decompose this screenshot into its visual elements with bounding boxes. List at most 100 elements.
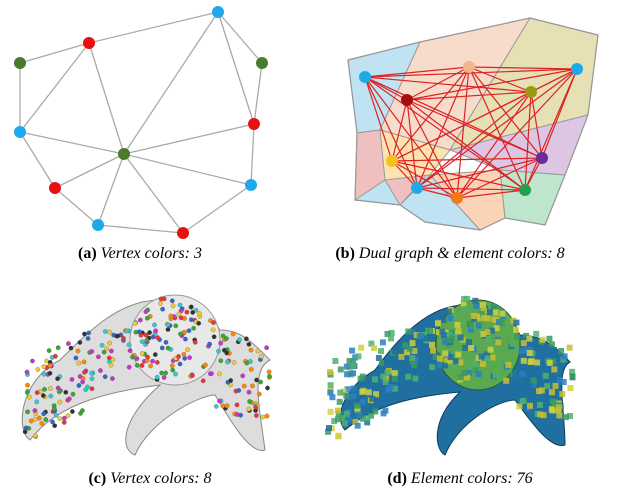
vertex-dot	[189, 305, 193, 309]
vertex-dot	[62, 420, 66, 424]
element-patch	[384, 359, 390, 365]
vertex	[248, 118, 260, 130]
element-patch	[540, 337, 546, 343]
element-patch	[402, 342, 408, 348]
caption: (d)Element colors: 76	[387, 470, 532, 488]
element-patch	[326, 425, 332, 431]
vertex-dot	[170, 363, 174, 367]
vertex-dot	[35, 400, 39, 404]
vertex-dot	[42, 372, 46, 376]
element-patch	[485, 336, 491, 342]
edge	[124, 124, 254, 154]
vertex-dot	[187, 329, 191, 333]
vertex-dot	[247, 342, 251, 346]
vertex-dot	[55, 377, 59, 381]
vertex	[14, 57, 26, 69]
element-patch	[503, 378, 509, 384]
vertex-dot	[267, 370, 271, 374]
vertex-dot	[100, 343, 104, 347]
vertex-dot	[185, 310, 189, 314]
element-patch	[332, 358, 338, 364]
element-patch	[456, 328, 462, 334]
vertex-dot	[135, 363, 139, 367]
vertex-dot	[225, 404, 229, 408]
vertex-dot	[182, 330, 186, 334]
vertex-dot	[155, 360, 159, 364]
vertex-dot	[29, 419, 33, 423]
element-patch	[427, 328, 433, 334]
vertex-dot	[247, 407, 251, 411]
vertex-dot	[40, 421, 44, 425]
element-patch	[424, 335, 430, 341]
vertex-dot	[150, 359, 154, 363]
element-patch	[521, 358, 527, 364]
vertex-dot	[127, 343, 131, 347]
element-patch	[458, 335, 464, 341]
vertex-dot	[145, 316, 149, 320]
element-patch	[380, 339, 386, 345]
vertex-dot	[148, 364, 152, 368]
vertex-dot	[58, 417, 62, 421]
vertex-dot	[48, 386, 52, 390]
element-patch	[335, 408, 341, 414]
vertex-dot	[159, 297, 163, 301]
vertex-dot	[259, 354, 263, 358]
vertex-dot	[53, 424, 57, 428]
vertex	[49, 182, 61, 194]
vertex-dot	[80, 408, 84, 412]
vertex-dot	[52, 404, 56, 408]
vertex-dot	[56, 346, 60, 350]
caption-label: (a)	[78, 245, 97, 262]
vertex-dot	[189, 318, 193, 322]
vertex-dot	[169, 314, 173, 318]
element-patch	[430, 348, 436, 354]
vertex-dot	[78, 374, 82, 378]
vertex-dot	[25, 410, 29, 414]
edge	[183, 185, 251, 233]
vertex-dot	[250, 384, 254, 388]
vertex-dot	[164, 371, 168, 375]
element-patch	[556, 404, 562, 410]
element-patch	[358, 345, 364, 351]
vertex-dot	[178, 362, 182, 366]
dual-node	[519, 184, 531, 196]
vertex-dot	[42, 364, 46, 368]
octopus-element-render	[325, 296, 575, 455]
element-patch	[371, 345, 377, 351]
element-patch	[549, 341, 555, 347]
vertex-dot	[25, 390, 29, 394]
vertex-dot	[264, 346, 268, 350]
element-patch	[487, 309, 493, 315]
element-patch	[481, 315, 487, 321]
vertex-dot	[249, 348, 253, 352]
element-patch	[485, 355, 491, 361]
dual-node	[411, 182, 423, 194]
caption-label: (d)	[387, 470, 407, 487]
element-patch	[405, 329, 411, 335]
vertex-dot	[62, 416, 66, 420]
element-patch	[551, 347, 557, 353]
vertex-dot	[58, 400, 62, 404]
vertex-dot	[178, 332, 182, 336]
vertex-dot	[254, 405, 258, 409]
vertex-dot	[261, 415, 265, 419]
element-patch	[514, 334, 520, 340]
element-patch	[398, 354, 404, 360]
element-patch	[392, 348, 398, 354]
element-patch	[543, 373, 549, 379]
vertex-dot	[171, 304, 175, 308]
caption-text: Element colors: 76	[411, 470, 533, 487]
edge	[98, 225, 183, 233]
element-patch	[491, 304, 497, 310]
element-patch	[356, 412, 362, 418]
element-patch	[527, 403, 533, 409]
element-patch	[328, 382, 334, 388]
element-patch	[531, 378, 537, 384]
element-patch	[551, 366, 557, 372]
element-patch	[349, 348, 355, 354]
element-patch	[354, 403, 360, 409]
dual-node	[401, 94, 413, 106]
vertex-dot	[49, 394, 53, 398]
element-patch	[457, 374, 463, 380]
vertex-dot	[245, 361, 249, 365]
